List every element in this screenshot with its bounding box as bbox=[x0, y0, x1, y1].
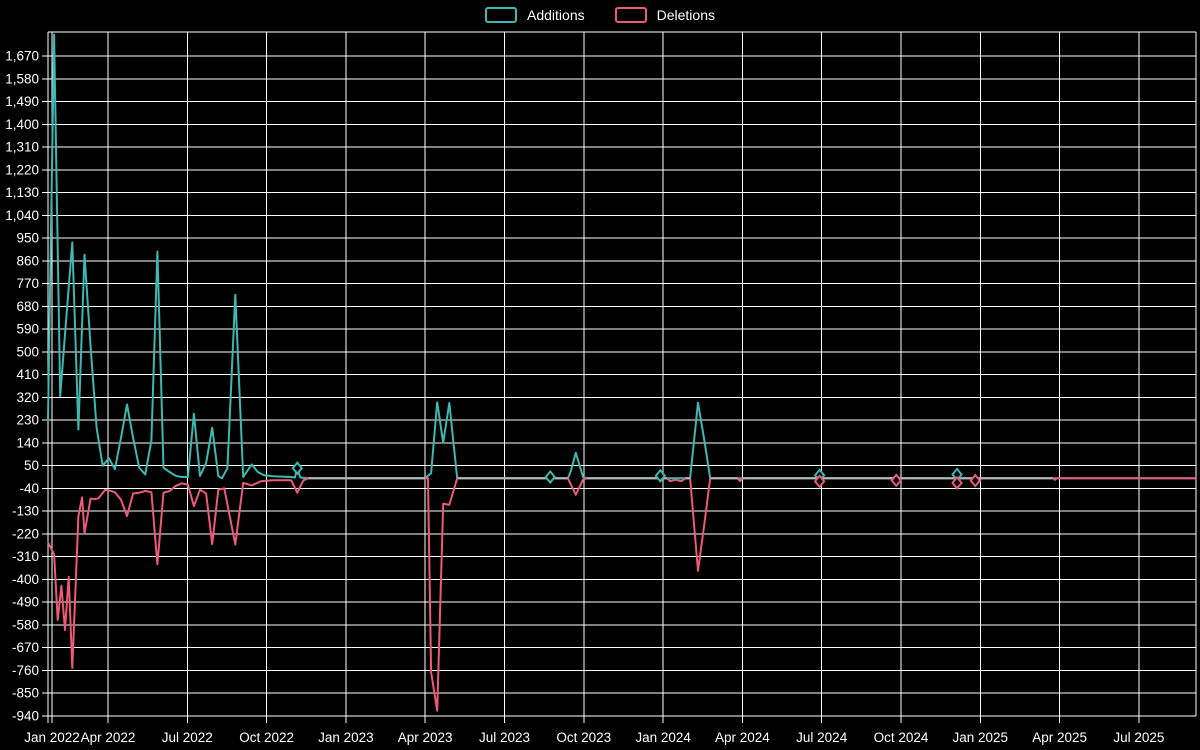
svg-text:-760: -760 bbox=[12, 663, 39, 678]
svg-text:Oct 2024: Oct 2024 bbox=[874, 730, 929, 745]
svg-text:320: 320 bbox=[16, 390, 39, 405]
svg-text:950: 950 bbox=[16, 231, 39, 246]
svg-text:Oct 2022: Oct 2022 bbox=[239, 730, 294, 745]
svg-text:230: 230 bbox=[16, 413, 39, 428]
svg-text:Apr 2022: Apr 2022 bbox=[81, 730, 136, 745]
svg-text:Jul 2023: Jul 2023 bbox=[479, 730, 530, 745]
svg-text:Apr 2023: Apr 2023 bbox=[398, 730, 453, 745]
additions-diamond-marker-icon[interactable] bbox=[291, 461, 304, 476]
deletions-diamond-marker-icon[interactable] bbox=[951, 475, 963, 490]
deletions-diamond-marker-icon[interactable] bbox=[890, 473, 903, 488]
svg-text:Jan 2023: Jan 2023 bbox=[318, 730, 374, 745]
grid-lines bbox=[42, 32, 1197, 723]
y-axis-labels: -940 -850 -760 -670 -580 -490 -400 -310 -220 -130… bbox=[5, 49, 39, 724]
svg-text:-40: -40 bbox=[19, 481, 39, 496]
additions-legend-label: Additions bbox=[527, 7, 585, 23]
svg-text:-310: -310 bbox=[12, 549, 39, 564]
svg-text:1,670: 1,670 bbox=[5, 49, 39, 64]
svg-text:Jan 2025: Jan 2025 bbox=[952, 730, 1008, 745]
svg-text:1,580: 1,580 bbox=[5, 71, 39, 86]
additions-diamond-marker-icon[interactable] bbox=[544, 469, 557, 485]
svg-text:1,490: 1,490 bbox=[5, 94, 39, 109]
svg-text:410: 410 bbox=[16, 367, 39, 382]
x-axis-labels: Jan 2022 Apr 2022 Jul 2022 Oct 2022 Jan 2023… bbox=[24, 730, 1164, 745]
svg-text:-490: -490 bbox=[12, 595, 39, 610]
svg-text:Jul 2024: Jul 2024 bbox=[796, 730, 848, 745]
svg-text:Oct 2023: Oct 2023 bbox=[556, 730, 611, 745]
svg-text:Jul 2025: Jul 2025 bbox=[1113, 730, 1164, 745]
svg-text:Jul 2022: Jul 2022 bbox=[162, 730, 213, 745]
svg-text:1,220: 1,220 bbox=[5, 162, 39, 177]
series-line-additions bbox=[47, 33, 1197, 480]
legend-item-deletions[interactable]: Deletions bbox=[614, 7, 715, 23]
deletions-diamond-marker-icon[interactable] bbox=[969, 473, 982, 488]
svg-text:Apr 2024: Apr 2024 bbox=[715, 730, 770, 745]
svg-text:Jan 2022: Jan 2022 bbox=[24, 730, 80, 745]
additions-diamond-marker-icon[interactable] bbox=[654, 468, 667, 483]
svg-text:860: 860 bbox=[16, 253, 39, 268]
svg-text:590: 590 bbox=[16, 322, 39, 337]
svg-text:1,040: 1,040 bbox=[5, 208, 39, 223]
svg-text:-400: -400 bbox=[12, 572, 39, 587]
svg-text:1,310: 1,310 bbox=[5, 140, 39, 155]
svg-text:-220: -220 bbox=[12, 526, 39, 541]
deletions-legend-label: Deletions bbox=[656, 7, 715, 23]
svg-text:680: 680 bbox=[16, 299, 39, 314]
svg-text:1,130: 1,130 bbox=[5, 185, 39, 200]
svg-text:Apr 2025: Apr 2025 bbox=[1032, 730, 1087, 745]
deletions-diamond-marker-icon[interactable] bbox=[813, 474, 826, 489]
svg-text:-670: -670 bbox=[12, 640, 39, 655]
svg-text:-940: -940 bbox=[12, 709, 39, 724]
svg-text:-580: -580 bbox=[12, 617, 39, 632]
deletions-point-markers bbox=[813, 473, 982, 490]
svg-text:50: 50 bbox=[24, 458, 39, 473]
legend-item-additions[interactable]: Additions bbox=[485, 7, 585, 23]
deletions-swatch-icon bbox=[614, 7, 647, 23]
svg-text:1,400: 1,400 bbox=[5, 117, 39, 132]
svg-text:-130: -130 bbox=[12, 504, 39, 519]
svg-text:770: 770 bbox=[16, 276, 39, 291]
svg-text:Jan 2024: Jan 2024 bbox=[635, 730, 691, 745]
svg-text:-850: -850 bbox=[12, 686, 39, 701]
svg-text:500: 500 bbox=[16, 344, 39, 359]
svg-text:140: 140 bbox=[16, 435, 39, 450]
chart-legend: Additions Deletions bbox=[0, 7, 1200, 23]
additions-swatch-icon bbox=[485, 7, 518, 23]
